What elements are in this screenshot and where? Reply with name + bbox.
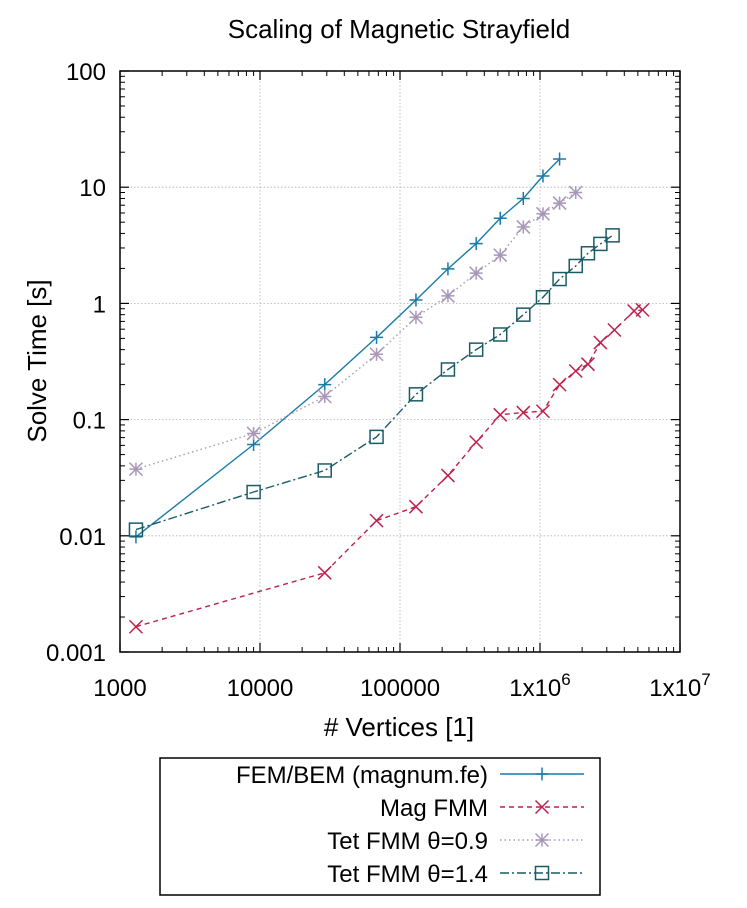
data-point <box>552 271 567 287</box>
data-point <box>440 468 455 483</box>
data-point <box>580 357 595 372</box>
data-point <box>552 196 567 211</box>
data-point <box>580 246 596 261</box>
data-point <box>535 289 551 305</box>
data-point <box>317 463 332 478</box>
legend-marker <box>535 767 549 781</box>
data-point <box>408 310 423 325</box>
data-point <box>469 266 484 281</box>
y-tick-label: 0.001 <box>46 640 106 667</box>
grid <box>120 71 680 652</box>
data-point <box>493 211 507 225</box>
data-point <box>246 484 261 500</box>
data-point <box>593 335 608 350</box>
data-point <box>128 462 143 477</box>
x-tick-label: 10000 <box>227 675 294 702</box>
series-4 <box>128 228 620 537</box>
data-point <box>441 262 455 276</box>
y-tick-label: 10 <box>79 175 106 202</box>
data-point <box>247 438 261 452</box>
series-line <box>135 158 561 538</box>
series-layer <box>128 152 650 634</box>
data-point <box>369 347 384 362</box>
data-point <box>318 378 332 392</box>
legend-box <box>159 757 601 896</box>
data-point <box>128 619 143 634</box>
legend: FEM/BEM (magnum.fe) Mag FMM Tet FMM θ=0.9 T… <box>236 762 584 888</box>
data-point <box>246 426 261 441</box>
data-point <box>492 327 508 342</box>
series-line <box>135 234 614 531</box>
data-point <box>468 342 484 357</box>
data-point <box>493 248 508 263</box>
data-point <box>516 219 531 234</box>
legend-marker <box>534 832 550 848</box>
x-tick-label: 100000 <box>360 675 440 702</box>
data-point <box>516 191 530 205</box>
x-tick-label: 1x107 <box>649 670 711 702</box>
series-line <box>135 191 577 470</box>
x-tick-labels: 1000 10000 100000 1x106 1x107 <box>93 670 710 702</box>
data-point <box>516 307 531 322</box>
x-axis-label: # Vertices [1] <box>324 712 474 742</box>
data-point <box>568 185 583 200</box>
y-tick-labels: 0.001 0.01 0.1 1 10 100 <box>46 59 106 667</box>
data-point <box>369 429 384 445</box>
data-point <box>409 293 423 307</box>
series-3 <box>128 185 583 477</box>
y-tick-label: 100 <box>66 59 106 86</box>
x-tick-label: 1000 <box>93 675 146 702</box>
data-point <box>516 405 531 420</box>
data-point <box>593 236 608 252</box>
data-point <box>408 499 423 514</box>
data-point <box>605 228 620 243</box>
x-tick-label: 1x106 <box>509 670 571 702</box>
data-point <box>469 237 483 251</box>
legend-label: Tet FMM θ=1.4 <box>327 861 488 888</box>
series-2 <box>128 302 650 634</box>
data-point <box>317 565 332 580</box>
series-1 <box>129 152 567 544</box>
data-point <box>635 302 650 317</box>
data-point <box>369 513 384 528</box>
data-point <box>536 169 550 183</box>
legend-label: Mag FMM <box>380 795 488 822</box>
data-point <box>568 363 583 379</box>
y-axis-label: Solve Time [s] <box>22 279 52 442</box>
data-point <box>440 362 456 377</box>
data-point <box>607 322 622 338</box>
data-point <box>317 389 332 404</box>
series-line <box>135 309 643 628</box>
tick-marks <box>119 70 681 653</box>
data-point <box>553 152 567 166</box>
chart-title: Scaling of Magnetic Strayfield <box>228 14 571 44</box>
data-point <box>535 404 550 419</box>
y-tick-label: 0.1 <box>73 408 106 435</box>
data-point <box>568 258 583 274</box>
legend-label: Tet FMM θ=0.9 <box>327 828 488 855</box>
data-point <box>128 522 144 537</box>
data-point <box>535 206 550 221</box>
y-tick-label: 0.01 <box>59 524 106 551</box>
data-point <box>408 387 424 402</box>
data-point <box>493 407 508 422</box>
data-point <box>469 435 484 450</box>
legend-label: FEM/BEM (magnum.fe) <box>236 762 488 789</box>
data-point <box>370 330 384 344</box>
legend-marker <box>534 865 550 881</box>
data-point <box>552 377 567 392</box>
legend-marker <box>534 799 550 815</box>
data-point <box>440 288 455 303</box>
y-tick-label: 1 <box>93 291 106 318</box>
